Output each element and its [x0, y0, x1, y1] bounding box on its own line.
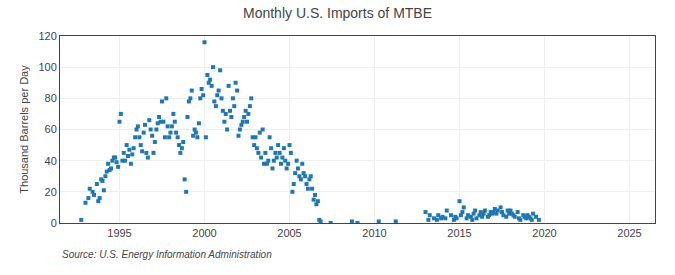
svg-text:2015: 2015	[447, 227, 471, 239]
svg-text:100: 100	[38, 61, 56, 73]
svg-text:2010: 2010	[362, 227, 386, 239]
svg-text:Thousand Barrels per Day: Thousand Barrels per Day	[18, 65, 30, 194]
svg-text:60: 60	[45, 123, 57, 135]
svg-text:2005: 2005	[277, 227, 301, 239]
svg-text:40: 40	[45, 155, 57, 167]
svg-text:1995: 1995	[107, 227, 131, 239]
svg-text:120: 120	[38, 30, 56, 42]
svg-text:20: 20	[45, 186, 57, 198]
svg-text:80: 80	[45, 92, 57, 104]
svg-text:0: 0	[51, 217, 57, 229]
svg-text:2020: 2020	[532, 227, 556, 239]
svg-text:Source: U.S. Energy Informatio: Source: U.S. Energy Information Administ…	[62, 249, 272, 260]
svg-text:Monthly U.S. Imports of MTBE: Monthly U.S. Imports of MTBE	[243, 5, 432, 21]
svg-text:2000: 2000	[192, 227, 216, 239]
svg-text:2025: 2025	[617, 227, 641, 239]
